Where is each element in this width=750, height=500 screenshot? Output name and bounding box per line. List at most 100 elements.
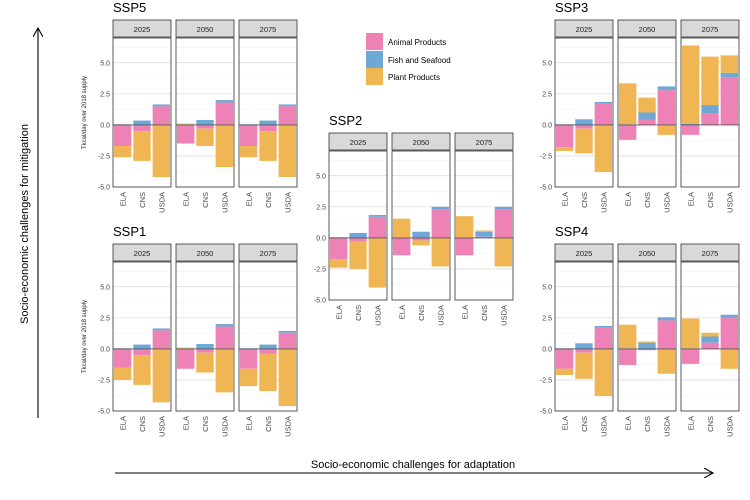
y-tick-label: 2.5 [542,91,552,98]
bar-animal-products-usda [657,320,676,349]
x-tick-label: CNS [706,416,715,432]
bar-animal-products-usda [215,326,234,349]
bar-plant-products-cns [638,97,656,113]
x-tick-label: ELA [335,305,344,319]
panel-border [554,261,614,412]
y-tick-label: -2.5 [98,153,110,160]
x-tick-label: CNS [201,416,210,432]
bar-plant-products-cns [412,240,430,246]
bar-plant-products-ela [681,45,700,124]
panel-strip-label: 2050 [197,249,214,258]
y-tick-label: 0.0 [100,346,110,353]
bar-animal-products-ela [455,237,474,256]
bar-animal-products-cns [349,237,367,242]
bar-plant-products-usda [657,348,676,374]
bar-fish-and-seafood-usda [215,100,234,103]
panel-strip-label: 2075 [476,138,493,147]
bar-fish-and-seafood-usda [215,324,234,327]
chart-groups: SSP5 -5.0 -2.5 0.0 2.5 5.0 Tkcal/day over 2018… [82,0,740,437]
x-tick-label: USDA [157,416,166,437]
bar-plant-products-ela [176,123,195,125]
y-tick-label: -2.5 [98,377,110,384]
y-axis-label: Tkcal/day over 2018 supply [82,300,88,373]
bar-plant-products-ela [618,324,637,349]
mitigation-axis-label: Socio-economic challenges for mitigation [19,124,31,324]
bar-plant-products-cns [475,230,493,232]
x-tick-label: ELA [182,416,191,430]
y-tick-label: 0.0 [542,122,552,129]
chart-title: SSP3 [555,0,588,15]
panel-strip-label: 2075 [260,25,277,34]
bar-plant-products-usda [152,124,171,178]
bar-animal-products-usda [720,77,739,125]
bar-plant-products-usda [431,237,450,267]
x-tick-label: CNS [706,192,715,208]
panel-strip [617,19,677,38]
x-tick-label: USDA [599,192,608,213]
legend-label-fish: Fish and Seafood [388,56,451,65]
panel-strip-label: 2050 [413,138,430,147]
x-tick-label: ELA [398,305,407,319]
panel-2050: 2050 ELA CNS USDA [175,243,235,437]
bar-fish-and-seafood-usda [368,214,387,217]
bar-plant-products-usda [215,124,234,168]
x-tick-label: ELA [182,192,191,206]
x-tick-label: ELA [461,305,470,319]
bar-animal-products-ela [555,124,574,148]
bar-plant-products-cns [638,341,656,343]
bar-fish-and-seafood-usda [720,72,739,78]
bar-fish-and-seafood-usda [594,325,613,328]
bar-fish-and-seafood-cns [259,344,277,349]
bar-fish-and-seafood-cns [475,231,493,237]
bar-plant-products-usda [368,237,387,288]
panel-strip [554,19,614,38]
panel-2050: 2050 ELA CNS USDA [175,19,235,213]
panel-2075: 2075 ELA CNS USDA [238,243,298,437]
y-tick-label: 5.0 [542,284,552,291]
bar-fish-and-seafood-cns [575,343,593,349]
panel-2025: 2025 ELA CNS USDA [112,243,172,437]
bar-animal-products-usda [278,332,297,349]
bar-plant-products-cns [259,131,277,161]
y-tick-label: 5.0 [100,60,110,67]
panel-strip [238,19,298,38]
bar-fish-and-seafood-cns [701,105,719,114]
legend-swatch-plant [366,68,383,85]
panel-border [238,37,298,188]
x-tick-label: CNS [264,192,273,208]
bar-animal-products-ela [176,124,195,144]
bar-animal-products-cns [133,348,151,356]
bar-animal-products-ela [176,348,195,369]
x-tick-label: USDA [725,416,734,437]
bar-plant-products-ela [113,146,132,158]
x-tick-label: CNS [417,305,426,321]
bar-animal-products-usda [657,90,676,125]
panel-strip [680,243,740,262]
chart-title: SSP4 [555,224,588,239]
y-tick-label: -5.0 [98,185,110,192]
panel-border [391,150,451,301]
panel-2075: 2075 ELA CNS USDA [238,19,298,213]
x-tick-label: ELA [119,192,128,206]
panel-strip-label: 2025 [134,249,151,258]
bar-animal-products-cns [133,124,151,132]
bar-plant-products-cns [575,352,593,379]
bar-plant-products-cns [701,332,719,337]
bar-animal-products-cns [701,113,719,125]
bar-animal-products-ela [681,348,700,364]
x-tick-label: ELA [624,416,633,430]
bar-fish-and-seafood-cns [701,336,719,343]
x-tick-label: ELA [119,416,128,430]
y-tick-label: 5.0 [316,173,326,180]
panel-strip-label: 2025 [576,25,593,34]
bar-animal-products-usda [594,103,613,125]
panel-strip [391,132,451,151]
bar-plant-products-cns [133,131,151,161]
y-tick-label: -5.0 [98,409,110,416]
panel-2050: 2050 ELA CNS USDA [617,19,677,213]
bar-animal-products-ela [555,348,574,369]
x-tick-label: USDA [436,305,445,326]
bar-animal-products-ela [239,348,258,369]
bar-plant-products-usda [594,124,613,173]
chart-title: SSP2 [329,113,362,128]
